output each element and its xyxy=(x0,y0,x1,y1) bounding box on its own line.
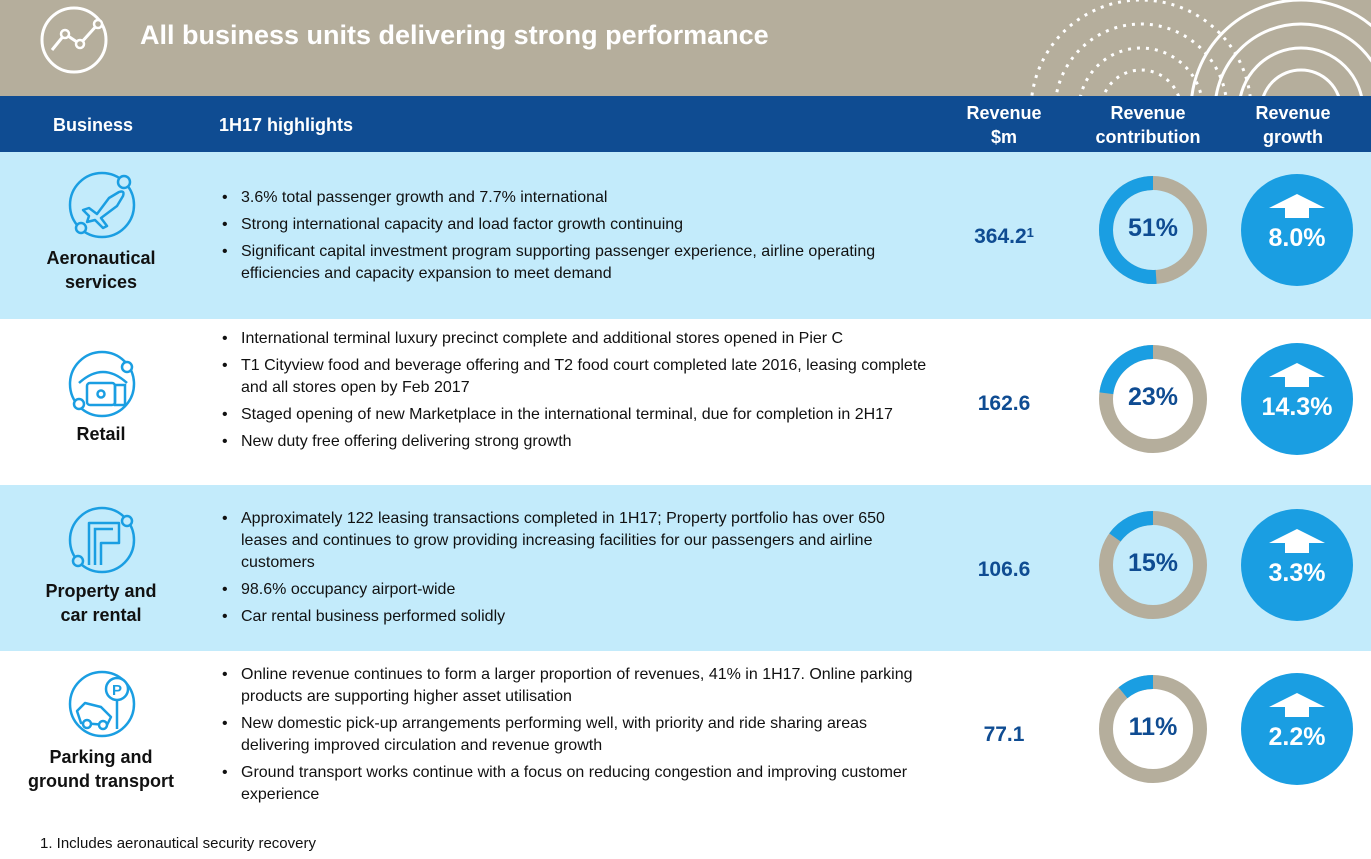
business-name-line2: ground transport xyxy=(28,771,174,791)
contribution-donut xyxy=(1099,511,1207,619)
business-name-line1: Parking and xyxy=(49,747,153,767)
table-row-retail: Retail International terminal luxury pre… xyxy=(0,319,1371,485)
growth-badge: 3.3% xyxy=(1241,509,1353,621)
arrow-up-icon xyxy=(1269,363,1325,387)
highlight-item: 98.6% occupancy airport-wide xyxy=(222,579,927,601)
contribution-donut xyxy=(1099,675,1207,783)
revenue-value: 364.21 xyxy=(940,225,1068,249)
header-contribution-line2: contribution xyxy=(1095,127,1201,147)
contribution-donut xyxy=(1099,176,1207,284)
highlights-list: 3.6% total passenger growth and 7.7% int… xyxy=(222,187,927,290)
revenue-number: 364.2 xyxy=(974,225,1027,248)
contribution-label: 23% xyxy=(1127,383,1179,411)
table-row-parking: P Parking and ground transport Online re… xyxy=(0,651,1371,823)
highlight-item: International terminal luxury precinct c… xyxy=(222,328,927,350)
highlight-item: Ground transport works continue with a f… xyxy=(222,762,927,806)
contribution-label: 51% xyxy=(1127,214,1179,242)
highlight-item: T1 Cityview food and beverage offering a… xyxy=(222,355,927,399)
parking-car-icon: P xyxy=(68,670,136,738)
growth-value: 14.3% xyxy=(1261,393,1333,421)
revenue-value: 162.6 xyxy=(940,392,1068,416)
donut-contribution-arc xyxy=(1099,176,1207,284)
revenue-number: 77.1 xyxy=(983,723,1025,746)
highlight-item: Car rental business performed solidly xyxy=(222,606,927,628)
line-chart-icon xyxy=(40,6,108,74)
table-row-aeronautical: Aeronautical services 3.6% total passeng… xyxy=(0,152,1371,319)
business-name-line1: Retail xyxy=(76,424,126,444)
contribution-donut xyxy=(1099,345,1207,453)
title-bar: All business units delivering strong per… xyxy=(0,0,1371,96)
highlights-list: Online revenue continues to form a large… xyxy=(222,664,927,811)
revenue-value: 106.6 xyxy=(940,558,1068,582)
header-contribution-line1: Revenue xyxy=(1110,103,1186,123)
highlight-item: New duty free offering delivering strong… xyxy=(222,431,927,453)
contribution-label: 15% xyxy=(1127,549,1179,577)
header-revenue-line1: Revenue xyxy=(966,103,1042,123)
arrow-up-icon xyxy=(1269,194,1325,218)
table-header: Business 1H17 highlights Revenue $m Reve… xyxy=(0,96,1371,152)
highlight-item: Strong international capacity and load f… xyxy=(222,214,927,236)
highlights-list: Approximately 122 leasing transactions c… xyxy=(222,508,927,633)
arrow-up-icon xyxy=(1269,693,1325,717)
growth-badge: 2.2% xyxy=(1241,673,1353,785)
revenue-value: 77.1 xyxy=(940,723,1068,747)
header-growth-line1: Revenue xyxy=(1255,103,1331,123)
revenue-number: 162.6 xyxy=(977,392,1031,415)
highlight-item: New domestic pick-up arrangements perfor… xyxy=(222,713,927,757)
decorative-arcs xyxy=(1030,0,1371,96)
highlight-item: Staged opening of new Marketplace in the… xyxy=(222,404,927,426)
business-name: Retail xyxy=(0,422,202,446)
growth-value: 8.0% xyxy=(1268,224,1326,252)
donut-contribution-arc xyxy=(1099,345,1207,453)
business-name-line1: Property and xyxy=(45,581,157,601)
growth-value: 2.2% xyxy=(1268,723,1326,751)
footnote-marker: 1 xyxy=(1026,225,1034,240)
page-title: All business units delivering strong per… xyxy=(140,20,769,50)
footnote: 1. Includes aeronautical security recove… xyxy=(40,835,316,852)
contribution-label: 11% xyxy=(1128,713,1178,741)
highlights-list: International terminal luxury precinct c… xyxy=(222,328,927,458)
table-row-property: Property and car rental Approximately 12… xyxy=(0,485,1371,651)
business-name-line2: services xyxy=(64,272,138,292)
highlight-item: 3.6% total passenger growth and 7.7% int… xyxy=(222,187,927,209)
donut-contribution-arc xyxy=(1099,511,1207,619)
business-name-line2: car rental xyxy=(60,605,142,625)
business-name: Parking and ground transport xyxy=(0,745,202,793)
donut-contribution-arc xyxy=(1099,675,1207,783)
shopping-bag-icon xyxy=(68,350,136,418)
header-revenue-line2: $m xyxy=(990,127,1017,147)
header-revenue: Revenue $m xyxy=(940,101,1068,149)
business-name: Aeronautical services xyxy=(0,246,202,294)
growth-value: 3.3% xyxy=(1268,559,1326,587)
highlight-item: Online revenue continues to form a large… xyxy=(222,664,927,708)
header-growth-line2: growth xyxy=(1263,127,1323,147)
business-name: Property and car rental xyxy=(0,579,202,627)
growth-badge: 14.3% xyxy=(1241,343,1353,455)
header-business: Business xyxy=(52,115,134,135)
business-name-line1: Aeronautical xyxy=(46,248,156,268)
header-highlights: 1H17 highlights xyxy=(219,115,354,135)
header-growth: Revenue growth xyxy=(1230,101,1356,149)
svg-text:P: P xyxy=(112,682,122,699)
revenue-number: 106.6 xyxy=(977,558,1031,581)
highlight-item: Approximately 122 leasing transactions c… xyxy=(222,508,927,574)
header-contribution: Revenue contribution xyxy=(1078,101,1218,149)
airplane-icon xyxy=(68,171,136,239)
arrow-up-icon xyxy=(1269,529,1325,553)
highlight-item: Significant capital investment program s… xyxy=(222,241,927,285)
growth-badge: 8.0% xyxy=(1241,174,1353,286)
building-icon xyxy=(68,506,136,574)
